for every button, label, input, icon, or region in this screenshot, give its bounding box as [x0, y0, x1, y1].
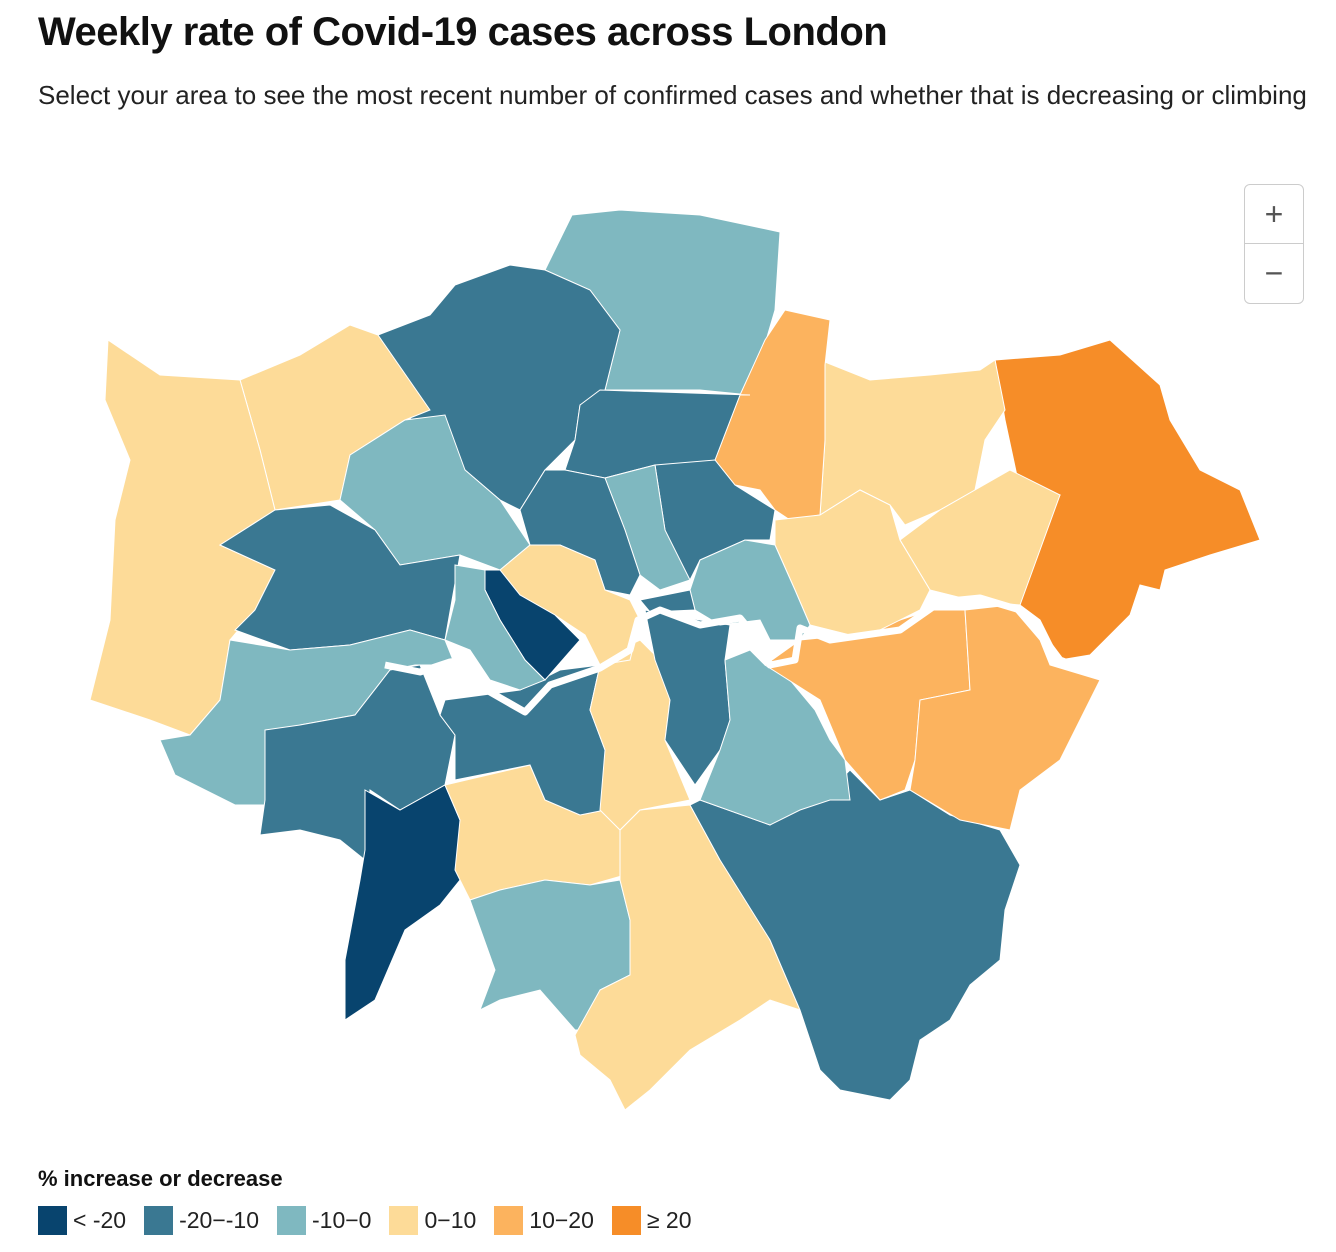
- legend-item: 0−10: [389, 1206, 476, 1235]
- legend-label: -10−0: [312, 1207, 372, 1233]
- legend-swatch: [389, 1206, 419, 1235]
- legend-item: -10−0: [277, 1206, 371, 1235]
- legend-label: 10−20: [529, 1207, 594, 1233]
- legend-item: -20−-10: [144, 1206, 259, 1235]
- borough-area[interactable]: [444, 564, 546, 691]
- legend-swatch: [144, 1206, 174, 1235]
- legend-swatch: [611, 1206, 641, 1235]
- legend-item: ≥ 20: [611, 1206, 692, 1235]
- zoom-out-button[interactable]: −: [1264, 254, 1284, 291]
- legend-label: ≥ 20: [646, 1207, 692, 1233]
- legend-label: 0−10: [424, 1207, 477, 1233]
- zoom-controls: + −: [1244, 184, 1304, 304]
- legend-swatch: [38, 1206, 67, 1235]
- legend-item: < -20: [38, 1206, 126, 1235]
- page-subtitle: Select your area to see the most recent …: [38, 80, 1307, 110]
- legend-item: 10−20: [494, 1206, 594, 1235]
- legend: < -20 -20−-10 -10−0 0−10 10−20 ≥ 20: [38, 1206, 710, 1235]
- legend-swatch: [277, 1206, 306, 1235]
- page-title: Weekly rate of Covid-19 cases across Lon…: [38, 10, 888, 54]
- legend-title: % increase or decrease: [38, 1166, 283, 1191]
- legend-swatch: [494, 1206, 524, 1235]
- legend-label: -20−-10: [179, 1207, 259, 1233]
- legend-label: < -20: [73, 1207, 127, 1233]
- borough-area[interactable]: [639, 589, 696, 613]
- river-thames: [384, 594, 1102, 716]
- borough-area[interactable]: [909, 604, 1101, 831]
- zoom-in-button[interactable]: +: [1245, 185, 1303, 244]
